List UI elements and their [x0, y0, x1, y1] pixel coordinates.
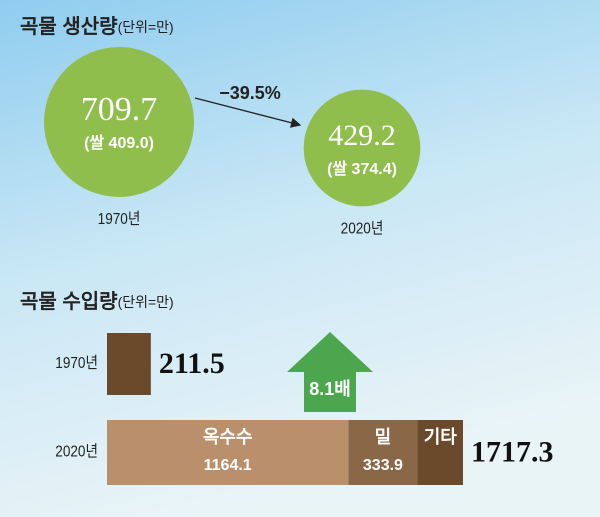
- segment-name: 밀: [375, 427, 392, 447]
- bar: [107, 333, 151, 395]
- total-label: 1717.3: [471, 435, 554, 468]
- segment-value: 1164.1: [204, 457, 252, 474]
- bar-segment: [348, 420, 418, 485]
- unit-label: (단위=만): [118, 294, 174, 310]
- bar-segment: [107, 420, 349, 485]
- year-label: 1970년: [55, 354, 98, 372]
- change-label: −39.5%: [219, 83, 281, 103]
- section-title: 곡물 생산량(단위=만): [20, 15, 174, 38]
- year-label: 1970년: [98, 210, 141, 228]
- bar-segment: [417, 420, 463, 485]
- title-text: 곡물 수입량: [20, 290, 118, 313]
- year-label: 2020년: [341, 220, 384, 238]
- bubble-value: 429.2: [328, 119, 396, 152]
- year-label: 2020년: [55, 443, 98, 461]
- growth-arrow: [287, 332, 373, 412]
- section-title: 곡물 수입량(단위=만): [20, 290, 174, 313]
- bubble: [303, 89, 421, 207]
- change-arrow: [194, 97, 302, 128]
- total-label: 211.5: [159, 347, 225, 380]
- segment-name: 기타: [424, 427, 458, 447]
- unit-label: (단위=만): [118, 19, 174, 35]
- rice-label: (쌀 409.0): [84, 134, 154, 152]
- multiplier-label: 8.1배: [309, 379, 351, 399]
- title-text: 곡물 생산량: [20, 15, 118, 38]
- segment-name: 옥수수: [203, 427, 253, 447]
- bubble: [44, 47, 194, 197]
- rice-label: (쌀 374.4): [327, 160, 397, 178]
- segment-value: 333.9: [363, 457, 403, 474]
- bubble-value: 709.7: [81, 91, 158, 128]
